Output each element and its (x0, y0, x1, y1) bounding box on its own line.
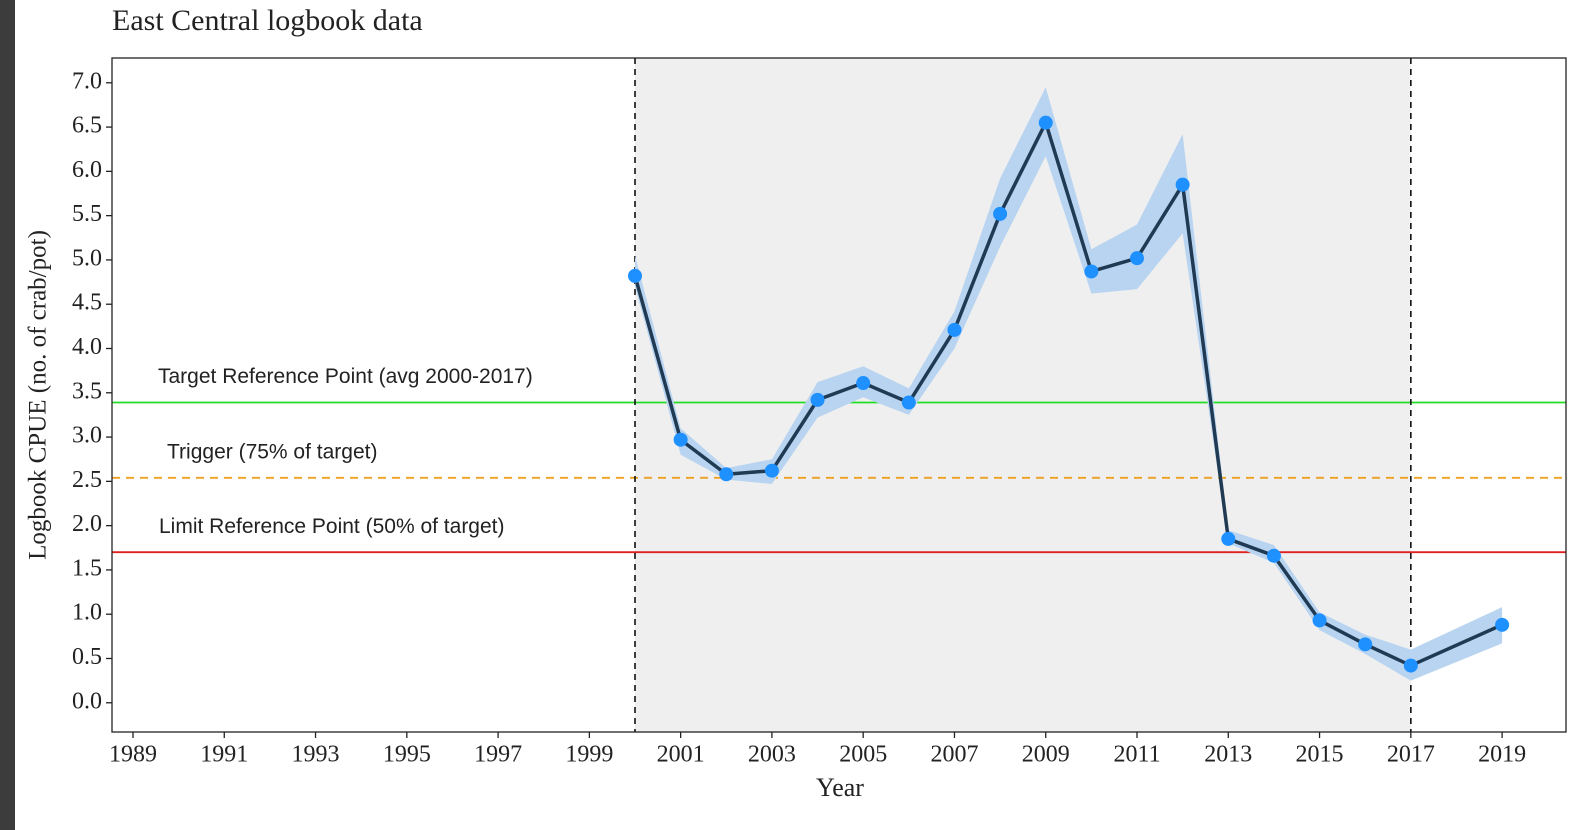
x-tick-label: 2017 (1387, 742, 1435, 768)
y-tick-label: 7.0 (72, 68, 102, 94)
x-tick-label: 2003 (748, 742, 796, 768)
y-tick-label: 0.5 (72, 644, 102, 670)
data-point (947, 322, 962, 337)
plot-frame (111, 57, 1567, 733)
y-tick-label: 3.5 (72, 378, 102, 404)
x-tick-label: 1993 (292, 742, 340, 768)
data-point (1130, 251, 1145, 266)
y-tick-label: 5.0 (72, 245, 102, 271)
x-tick-label: 1999 (565, 742, 613, 768)
x-tick-label: 1989 (109, 742, 157, 768)
data-point (764, 463, 779, 478)
data-point (856, 376, 871, 391)
y-tick-label: 2.5 (72, 467, 102, 493)
confidence-band (635, 87, 1503, 681)
data-point (1175, 177, 1190, 192)
x-tick-label: 1991 (200, 742, 248, 768)
data-point (1221, 531, 1236, 546)
reference-label: Limit Reference Point (50% of target) (159, 515, 505, 538)
x-tick-label: 1997 (474, 742, 522, 768)
data-point (1495, 617, 1510, 632)
y-tick-label: 3.0 (72, 423, 102, 449)
data-point (719, 467, 734, 482)
y-tick-label: 6.5 (72, 113, 102, 139)
data-point (1038, 115, 1053, 130)
data-point (1403, 658, 1418, 673)
chart-title: East Central logbook data (112, 4, 423, 37)
x-tick-label: 2011 (1113, 742, 1160, 768)
reference-label: Trigger (75% of target) (167, 440, 377, 463)
data-point (628, 268, 643, 283)
x-tick-label: 2013 (1204, 742, 1252, 768)
x-axis-label: Year (816, 773, 864, 802)
data-point (1358, 637, 1373, 652)
y-tick-label: 1.5 (72, 555, 102, 581)
data-point (810, 392, 825, 407)
x-tick-label: 2015 (1296, 742, 1344, 768)
y-tick-label: 2.0 (72, 511, 102, 537)
data-point (901, 395, 916, 410)
y-tick-label: 5.5 (72, 201, 102, 227)
x-tick-label: 2001 (657, 742, 705, 768)
x-tick-label: 2009 (1022, 742, 1070, 768)
y-tick-label: 6.0 (72, 157, 102, 183)
y-tick-label: 4.5 (72, 290, 102, 316)
y-tick-label: 4.0 (72, 334, 102, 360)
data-point (1312, 613, 1327, 628)
window-edge (0, 0, 15, 830)
reference-label: Target Reference Point (avg 2000-2017) (158, 365, 533, 388)
x-tick-label: 1995 (383, 742, 431, 768)
y-axis-label: Logbook CPUE (no. of crab/pot) (25, 230, 52, 560)
x-tick-label: 2007 (930, 742, 978, 768)
y-tick-label: 0.0 (72, 688, 102, 714)
data-point (673, 432, 688, 447)
data-point (993, 206, 1008, 221)
y-tick-label: 1.0 (72, 600, 102, 626)
x-tick-label: 2019 (1478, 742, 1526, 768)
data-point (1266, 548, 1281, 563)
x-tick-label: 2005 (839, 742, 887, 768)
data-point (1084, 264, 1099, 279)
